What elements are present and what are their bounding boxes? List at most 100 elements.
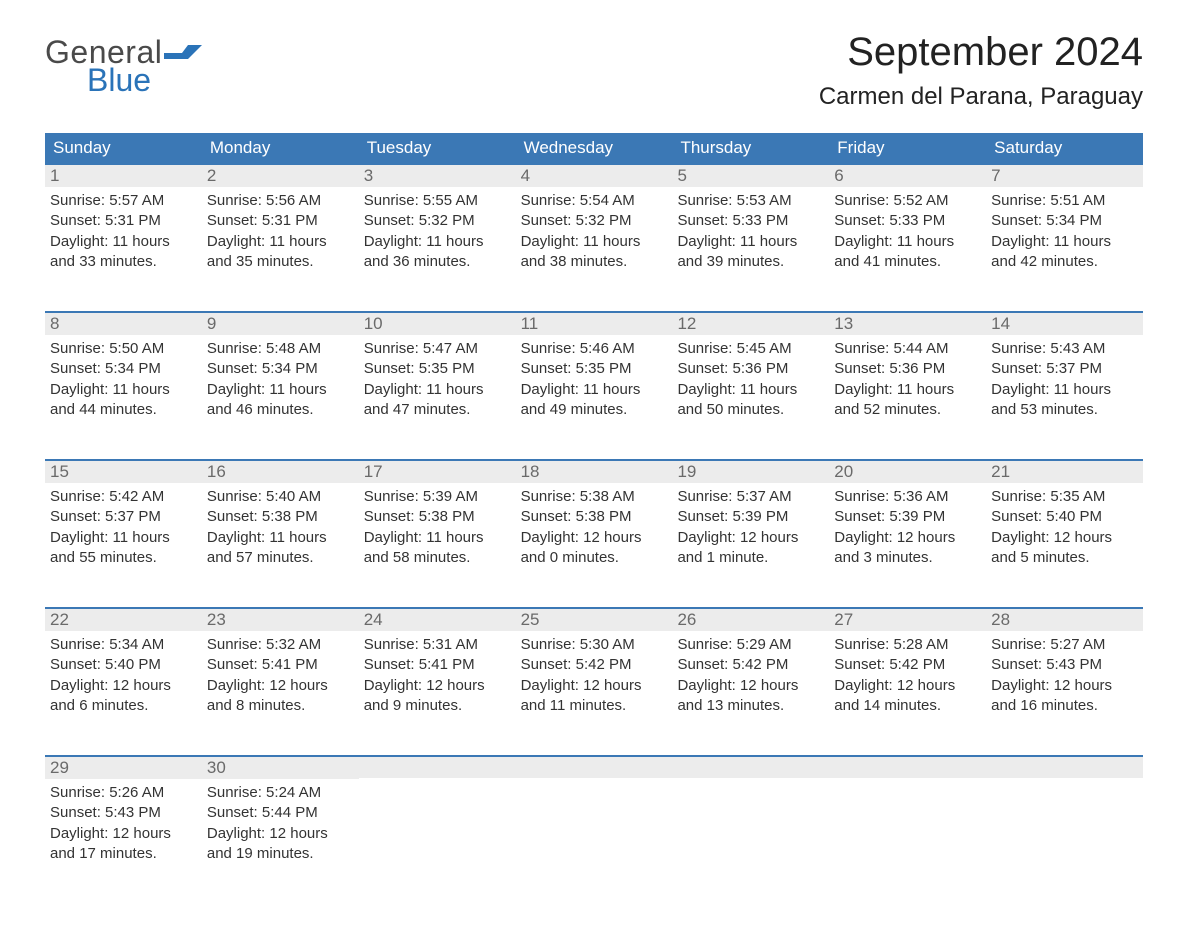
day-number: 18 bbox=[521, 462, 540, 481]
sunset-text: Sunset: 5:37 PM bbox=[50, 507, 197, 527]
day-body: Sunrise: 5:28 AMSunset: 5:42 PMDaylight:… bbox=[829, 631, 986, 728]
sunrise-text: Sunrise: 5:44 AM bbox=[834, 339, 981, 359]
weekday-header-row: Sunday Monday Tuesday Wednesday Thursday… bbox=[45, 133, 1143, 163]
day-cell bbox=[516, 755, 673, 903]
daylight-text: Daylight: 11 hours and 39 minutes. bbox=[677, 232, 824, 273]
day-cell: 2Sunrise: 5:56 AMSunset: 5:31 PMDaylight… bbox=[202, 163, 359, 311]
sunrise-text: Sunrise: 5:45 AM bbox=[677, 339, 824, 359]
day-cell: 24Sunrise: 5:31 AMSunset: 5:41 PMDayligh… bbox=[359, 607, 516, 755]
day-cell: 25Sunrise: 5:30 AMSunset: 5:42 PMDayligh… bbox=[516, 607, 673, 755]
day-cell: 5Sunrise: 5:53 AMSunset: 5:33 PMDaylight… bbox=[672, 163, 829, 311]
sunrise-text: Sunrise: 5:52 AM bbox=[834, 191, 981, 211]
sunrise-text: Sunrise: 5:31 AM bbox=[364, 635, 511, 655]
sunset-text: Sunset: 5:33 PM bbox=[677, 211, 824, 231]
day-number: 9 bbox=[207, 314, 216, 333]
sunset-text: Sunset: 5:40 PM bbox=[50, 655, 197, 675]
day-number: 17 bbox=[364, 462, 383, 481]
day-number: 15 bbox=[50, 462, 69, 481]
day-body: Sunrise: 5:38 AMSunset: 5:38 PMDaylight:… bbox=[516, 483, 673, 580]
sunrise-text: Sunrise: 5:48 AM bbox=[207, 339, 354, 359]
day-body: Sunrise: 5:52 AMSunset: 5:33 PMDaylight:… bbox=[829, 187, 986, 284]
day-number: 20 bbox=[834, 462, 853, 481]
daylight-text: Daylight: 12 hours and 14 minutes. bbox=[834, 676, 981, 717]
daylight-text: Daylight: 11 hours and 41 minutes. bbox=[834, 232, 981, 273]
day-number-row bbox=[829, 755, 986, 778]
day-number-row: 17 bbox=[359, 459, 516, 483]
sunrise-text: Sunrise: 5:38 AM bbox=[521, 487, 668, 507]
day-body: Sunrise: 5:31 AMSunset: 5:41 PMDaylight:… bbox=[359, 631, 516, 728]
day-number-row: 15 bbox=[45, 459, 202, 483]
sunrise-text: Sunrise: 5:40 AM bbox=[207, 487, 354, 507]
day-cell: 20 Sunrise: 5:36 AMSunset: 5:39 PMDayligh… bbox=[829, 459, 986, 607]
day-cell: 7Sunrise: 5:51 AMSunset: 5:34 PMDaylight… bbox=[986, 163, 1143, 311]
day-number: 8 bbox=[50, 314, 59, 333]
day-body: Sunrise: 5:39 AMSunset: 5:38 PMDaylight:… bbox=[359, 483, 516, 580]
sunset-text: Sunset: 5:39 PM bbox=[677, 507, 824, 527]
day-body: Sunrise: 5:40 AMSunset: 5:38 PMDaylight:… bbox=[202, 483, 359, 580]
sunset-text: Sunset: 5:42 PM bbox=[834, 655, 981, 675]
sunrise-text: Sunrise: 5:51 AM bbox=[991, 191, 1138, 211]
day-cell: 26Sunrise: 5:29 AMSunset: 5:42 PMDayligh… bbox=[672, 607, 829, 755]
day-cell: 3Sunrise: 5:55 AMSunset: 5:32 PMDaylight… bbox=[359, 163, 516, 311]
sunset-text: Sunset: 5:38 PM bbox=[521, 507, 668, 527]
sunset-text: Sunset: 5:36 PM bbox=[834, 359, 981, 379]
daylight-text: Daylight: 12 hours and 3 minutes. bbox=[834, 528, 981, 569]
day-body: Sunrise: 5:24 AMSunset: 5:44 PMDaylight:… bbox=[202, 779, 359, 876]
daylight-text: Daylight: 11 hours and 52 minutes. bbox=[834, 380, 981, 421]
day-cell bbox=[986, 755, 1143, 903]
sunrise-text: Sunrise: 5:56 AM bbox=[207, 191, 354, 211]
sunrise-text: Sunrise: 5:37 AM bbox=[677, 487, 824, 507]
day-number-row: 13 bbox=[829, 311, 986, 335]
sunset-text: Sunset: 5:35 PM bbox=[364, 359, 511, 379]
sunrise-text: Sunrise: 5:53 AM bbox=[677, 191, 824, 211]
sunrise-text: Sunrise: 5:32 AM bbox=[207, 635, 354, 655]
daylight-text: Daylight: 11 hours and 38 minutes. bbox=[521, 232, 668, 273]
day-number-row: 8 bbox=[45, 311, 202, 335]
day-number: 27 bbox=[834, 610, 853, 629]
weekday-header: Monday bbox=[202, 133, 359, 163]
daylight-text: Daylight: 12 hours and 11 minutes. bbox=[521, 676, 668, 717]
day-number: 28 bbox=[991, 610, 1010, 629]
day-number: 2 bbox=[207, 166, 216, 185]
day-cell: 15Sunrise: 5:42 AMSunset: 5:37 PMDayligh… bbox=[45, 459, 202, 607]
day-body: Sunrise: 5:46 AMSunset: 5:35 PMDaylight:… bbox=[516, 335, 673, 432]
weekday-header: Wednesday bbox=[516, 133, 673, 163]
daylight-text: Daylight: 11 hours and 42 minutes. bbox=[991, 232, 1138, 273]
sunset-text: Sunset: 5:44 PM bbox=[207, 803, 354, 823]
day-cell: 27 Sunrise: 5:28 AMSunset: 5:42 PMDayligh… bbox=[829, 607, 986, 755]
day-number-row: 7 bbox=[986, 163, 1143, 187]
daylight-text: Daylight: 12 hours and 16 minutes. bbox=[991, 676, 1138, 717]
day-body: Sunrise: 5:29 AMSunset: 5:42 PMDaylight:… bbox=[672, 631, 829, 728]
daylight-text: Daylight: 11 hours and 58 minutes. bbox=[364, 528, 511, 569]
day-body: Sunrise: 5:45 AMSunset: 5:36 PMDaylight:… bbox=[672, 335, 829, 432]
day-body: Sunrise: 5:26 AMSunset: 5:43 PMDaylight:… bbox=[45, 779, 202, 876]
sunrise-text: Sunrise: 5:29 AM bbox=[677, 635, 824, 655]
day-number: 25 bbox=[521, 610, 540, 629]
day-body: Sunrise: 5:51 AMSunset: 5:34 PMDaylight:… bbox=[986, 187, 1143, 284]
day-cell: 10Sunrise: 5:47 AMSunset: 5:35 PMDayligh… bbox=[359, 311, 516, 459]
day-number: 23 bbox=[207, 610, 226, 629]
sunrise-text: Sunrise: 5:46 AM bbox=[521, 339, 668, 359]
day-cell: 28 Sunrise: 5:27 AMSunset: 5:43 PMDayligh… bbox=[986, 607, 1143, 755]
daylight-text: Daylight: 12 hours and 0 minutes. bbox=[521, 528, 668, 569]
sunset-text: Sunset: 5:37 PM bbox=[991, 359, 1138, 379]
day-body: Sunrise: 5:48 AMSunset: 5:34 PMDaylight:… bbox=[202, 335, 359, 432]
day-number-row: 29 bbox=[45, 755, 202, 779]
location-label: Carmen del Parana, Paraguay bbox=[819, 83, 1143, 111]
day-cell: 8Sunrise: 5:50 AMSunset: 5:34 PMDaylight… bbox=[45, 311, 202, 459]
daylight-text: Daylight: 11 hours and 35 minutes. bbox=[207, 232, 354, 273]
day-number: 11 bbox=[521, 314, 539, 333]
day-cell: 9 Sunrise: 5:48 AMSunset: 5:34 PMDaylight… bbox=[202, 311, 359, 459]
day-number-row: 1 bbox=[45, 163, 202, 187]
sunset-text: Sunset: 5:34 PM bbox=[207, 359, 354, 379]
sunset-text: Sunset: 5:40 PM bbox=[991, 507, 1138, 527]
day-number-row: 27 bbox=[829, 607, 986, 631]
day-number: 14 bbox=[991, 314, 1010, 333]
sunset-text: Sunset: 5:32 PM bbox=[364, 211, 511, 231]
day-body: Sunrise: 5:27 AMSunset: 5:43 PMDaylight:… bbox=[986, 631, 1143, 728]
week-row: 29Sunrise: 5:26 AMSunset: 5:43 PMDayligh… bbox=[45, 755, 1143, 903]
day-body: Sunrise: 5:44 AMSunset: 5:36 PMDaylight:… bbox=[829, 335, 986, 432]
logo-word-blue: Blue bbox=[87, 64, 204, 96]
day-number: 1 bbox=[50, 166, 59, 185]
day-body: Sunrise: 5:36 AMSunset: 5:39 PMDaylight:… bbox=[829, 483, 986, 580]
